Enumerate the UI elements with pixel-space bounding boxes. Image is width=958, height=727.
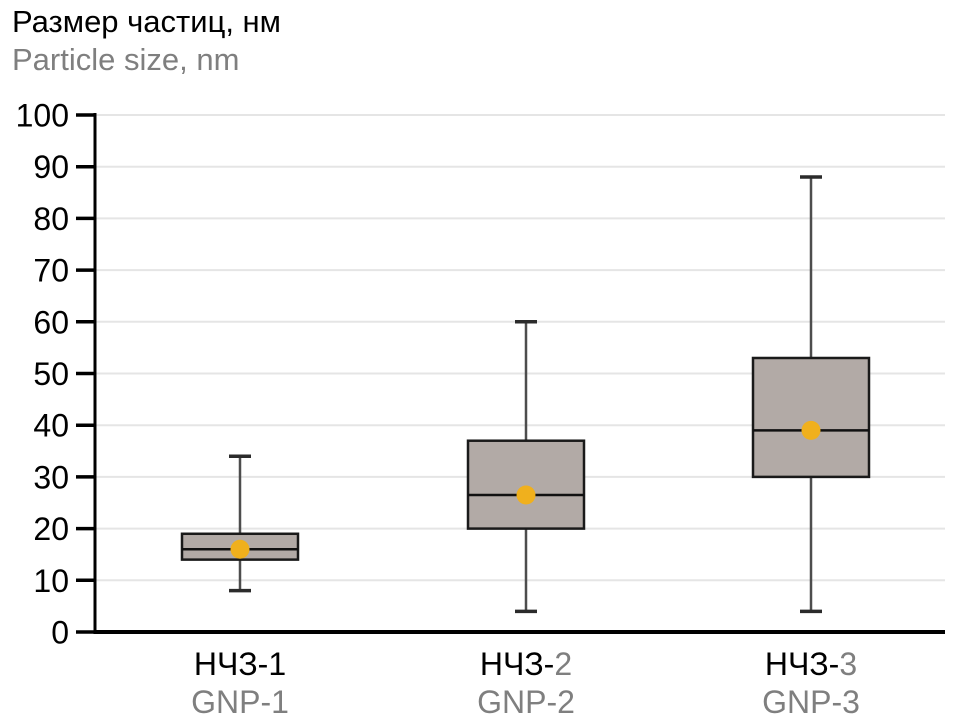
y-tick-label: 90 — [33, 149, 69, 185]
y-tick-label: 50 — [33, 356, 69, 392]
iqr-box — [466, 439, 586, 530]
x-category-label-en: GNP-1 — [191, 684, 289, 720]
x-category-label-ru: НЧЗ-3 — [765, 646, 857, 682]
x-category-label-ru: НЧЗ-2 — [480, 646, 572, 682]
mean-dot — [516, 485, 536, 505]
y-tick-label: 70 — [33, 253, 69, 289]
y-tick-label: 100 — [16, 98, 69, 134]
y-tick-label: 20 — [33, 511, 69, 547]
y-tick-label: 10 — [33, 563, 69, 599]
mean-dot — [801, 420, 821, 440]
chart-title-en: Particle size, nm — [12, 42, 240, 77]
y-tick-label: 0 — [51, 615, 69, 651]
y-tick-label: 40 — [33, 408, 69, 444]
chart-title-ru: Размер частиц, нм — [12, 4, 281, 39]
y-tick-label: 60 — [33, 304, 69, 340]
y-tick-label: 30 — [33, 459, 69, 495]
mean-dot — [230, 539, 250, 559]
x-category-label-en: GNP-2 — [477, 684, 575, 720]
y-tick-label: 80 — [33, 201, 69, 237]
iqr-box — [751, 356, 871, 479]
x-category-label-en: GNP-3 — [762, 684, 860, 720]
x-category-label-ru: НЧЗ-1 — [194, 646, 286, 682]
